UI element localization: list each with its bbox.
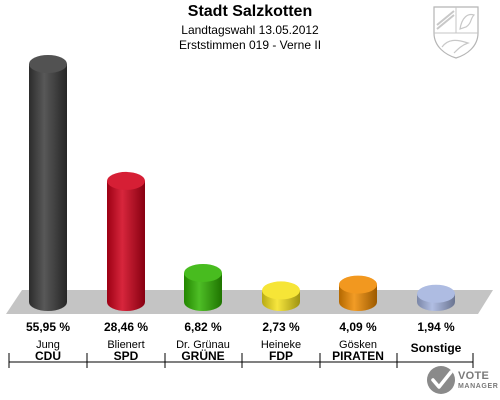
bar-top-fdp <box>262 281 300 300</box>
category-label: SPD <box>114 349 139 363</box>
value-label: 2,73 % <box>262 320 300 334</box>
logo-text-vote: VOTE <box>458 370 490 382</box>
bar-top-cdu <box>29 55 67 73</box>
logo-text-manager: MANAGER <box>458 383 499 390</box>
value-label: 4,09 % <box>339 320 377 334</box>
candidate-label: Gösken <box>339 339 377 351</box>
bar-top-sonstige <box>417 284 455 303</box>
category-label: FDP <box>269 349 293 363</box>
chart-subtitle-election: Landtagswahl 13.05.2012 <box>181 23 319 37</box>
vote-manager-logo-icon <box>427 366 455 394</box>
candidate-label: Blienert <box>107 339 144 351</box>
bar-top-piraten <box>339 275 377 294</box>
nrw-coat-of-arms-icon <box>433 6 479 59</box>
bar-top-grüne <box>184 263 222 282</box>
bar-grüne <box>184 272 222 311</box>
candidate-label: Heineke <box>261 339 301 351</box>
chart-title: Stadt Salzkotten <box>187 3 313 20</box>
chart-subtitle-district: Erststimmen 019 - Verne II <box>178 38 322 52</box>
category-label: CDU <box>35 349 61 363</box>
bar-top-spd <box>107 171 145 190</box>
candidate-label: Dr. Grünau <box>176 339 230 351</box>
value-label: 1,94 % <box>417 320 455 334</box>
category-label: Sonstige <box>411 341 462 355</box>
value-label: 6,82 % <box>184 320 222 334</box>
candidate-label: Jung <box>36 339 60 351</box>
category-label: GRÜNE <box>181 348 224 363</box>
category-label: PIRATEN <box>332 349 384 363</box>
bar-spd <box>107 180 145 311</box>
bar-cdu <box>29 64 67 311</box>
value-label: 55,95 % <box>26 320 70 334</box>
value-label: 28,46 % <box>104 320 148 334</box>
